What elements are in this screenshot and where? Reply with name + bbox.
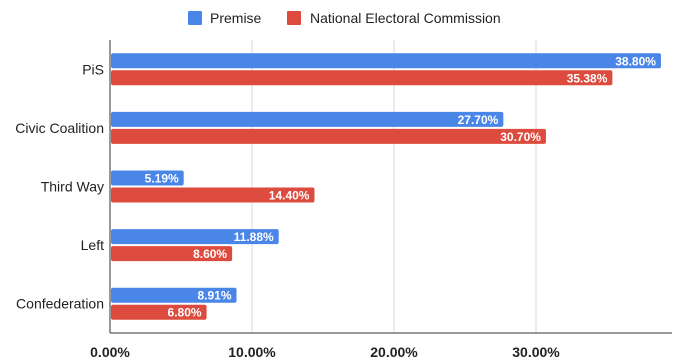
data-label-civic-coalition-national-electoral-commission: 30.70% (500, 130, 541, 144)
data-label-pis-national-electoral-commission: 35.38% (567, 71, 608, 85)
bar-pis-premise (111, 53, 661, 69)
data-label-confederation-national-electoral-commission: 6.80% (168, 306, 202, 320)
data-label-confederation-premise: 8.91% (197, 289, 231, 303)
legend: Premise National Electoral Commission (188, 10, 501, 26)
bar-civic-coalition-premise (111, 111, 504, 127)
bar-civic-coalition-national-electoral-commission (111, 128, 546, 144)
x-tick-label-3: 30.00% (512, 344, 560, 360)
category-label-left: Left (81, 237, 104, 253)
data-label-third-way-premise: 5.19% (145, 172, 179, 186)
legend-swatch-national-electoral-commission (287, 11, 301, 25)
x-tick-label-2: 20.00% (370, 344, 418, 360)
bars: 38.80% 35.38% 27.70%30.70% 5.19% 14.40% 11.88… (111, 53, 661, 320)
data-label-left-premise: 11.88% (234, 230, 274, 244)
data-label-pis-premise: 38.80% (615, 54, 656, 68)
bar-third-way-premise (111, 170, 184, 186)
category-label-pis: PiS (82, 61, 104, 77)
bar-left-premise (111, 229, 279, 245)
bar-pis-national-electoral-commission (111, 70, 613, 86)
legend-label-premise: Premise (210, 10, 262, 26)
x-tick-labels: 0.00% 10.00% 20.00% 30.00% (90, 344, 560, 360)
data-label-left-national-electoral-commission: 8.60% (193, 247, 227, 261)
bar-left-national-electoral-commission (111, 246, 233, 262)
x-tick-label-1: 10.00% (228, 344, 276, 360)
category-label-third-way: Third Way (41, 179, 104, 195)
category-labels: PiS Civic Coalition Third Way Left Confedera… (15, 61, 104, 311)
category-label-confederation: Confederation (16, 296, 104, 312)
bar-confederation-national-electoral-commission (111, 304, 207, 320)
data-label-third-way-national-electoral-commission: 14.40% (269, 189, 310, 203)
bar-confederation-premise (111, 287, 237, 303)
gridlines (251, 40, 537, 333)
x-tick-label-0: 0.00% (90, 344, 130, 360)
legend-swatch-premise (188, 11, 202, 25)
category-label-civic-coalition: Civic Coalition (15, 120, 104, 136)
legend-label-national-electoral-commission: National Electoral Commission (310, 10, 501, 26)
bar-third-way-national-electoral-commission (111, 187, 315, 203)
data-label-civic-coalition-premise: 27.70% (458, 113, 499, 127)
